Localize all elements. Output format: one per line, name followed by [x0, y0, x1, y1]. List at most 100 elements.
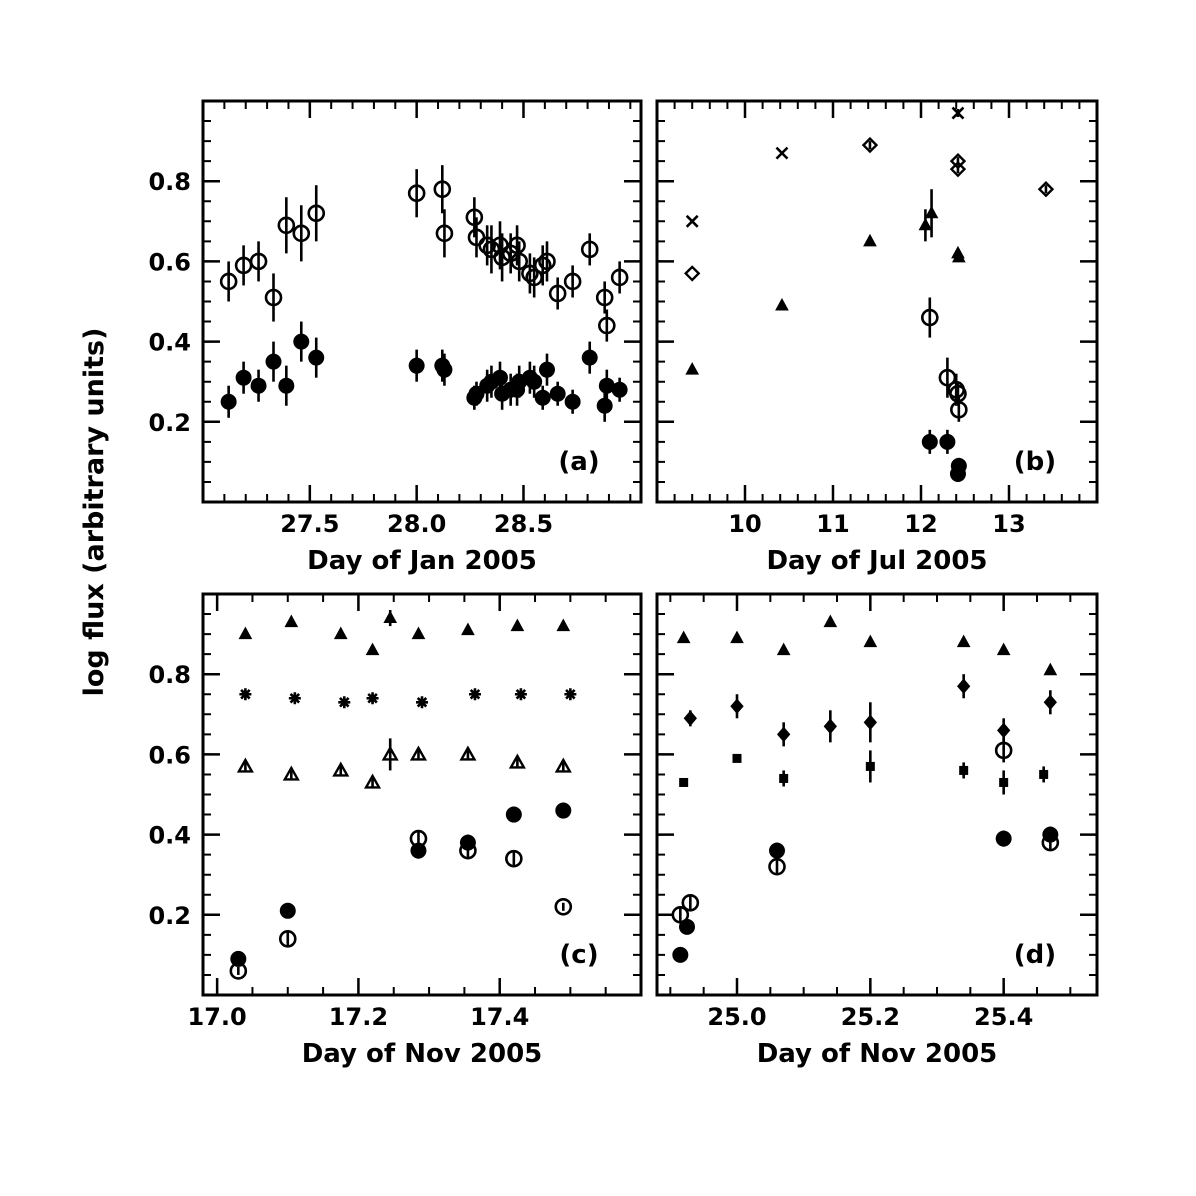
data-point: [534, 385, 551, 410]
data-point: [383, 610, 398, 627]
data-point: [332, 761, 350, 777]
open-circle-marker: [538, 252, 556, 271]
panel-label: (d): [1014, 940, 1056, 970]
filled-triangle-marker: [383, 610, 398, 624]
filled-triangle-marker: [676, 630, 691, 644]
data-point: [823, 614, 838, 628]
data-point: [863, 233, 877, 247]
open-circle-marker: [768, 857, 786, 876]
open-circle-marker: [219, 272, 238, 291]
data-point: [239, 688, 252, 701]
open-triangle-marker: [508, 753, 526, 769]
filled-circle-marker: [538, 361, 555, 378]
open-triangle-marker: [363, 773, 382, 789]
filled-diamond-marker: [823, 718, 837, 735]
x-tick-label: 17.2: [329, 1003, 388, 1031]
series-filled-square: [679, 750, 1049, 795]
x-tick-label: 28.0: [387, 510, 446, 538]
x-tick-label: 13: [992, 510, 1025, 538]
data-point: [459, 841, 477, 860]
data-point: [730, 630, 744, 644]
open-circle-marker: [533, 256, 552, 275]
filled-circle-marker: [549, 385, 566, 402]
y-tick-label: 0.2: [148, 902, 191, 930]
filled-triangle-marker: [951, 249, 966, 263]
panel-label: (c): [559, 940, 598, 970]
data-point: [250, 369, 267, 402]
data-point: [994, 738, 1013, 763]
filled-square-marker: [865, 761, 875, 771]
star-marker: [416, 696, 428, 709]
data-point: [924, 189, 939, 238]
open-circle-marker: [292, 224, 311, 243]
series-open-circle: [219, 165, 629, 342]
filled-circle-marker: [995, 830, 1012, 847]
data-point: [949, 160, 967, 178]
data-point: [236, 757, 254, 773]
filled-circle-marker: [526, 373, 543, 390]
data-point: [416, 696, 428, 709]
open-circle-marker: [994, 741, 1013, 760]
filled-triangle-marker: [823, 614, 838, 628]
open-circle-marker: [465, 208, 484, 227]
open-circle-marker: [409, 829, 428, 848]
open-circle-marker: [433, 180, 452, 199]
panel-label: (a): [558, 447, 599, 477]
y-tick-label: 0.8: [148, 661, 191, 689]
filled-triangle-marker: [333, 626, 348, 640]
filled-square-marker: [999, 777, 1009, 787]
data-point: [235, 361, 252, 394]
filled-circle-marker: [408, 357, 425, 374]
x-tick-label: 11: [816, 510, 849, 538]
data-point: [510, 618, 525, 632]
filled-square-marker: [959, 765, 969, 775]
filled-circle-marker: [505, 806, 522, 823]
open-circle-marker: [264, 288, 283, 307]
data-point: [508, 753, 526, 769]
data-point: [950, 397, 968, 422]
filled-triangle-marker: [776, 642, 791, 656]
data-point: [433, 165, 452, 214]
filled-triangle-marker: [775, 297, 789, 311]
data-point: [230, 950, 247, 967]
filled-circle-marker: [564, 393, 581, 410]
open-circle-marker: [580, 240, 599, 259]
data-point: [581, 341, 598, 374]
filled-diamond-marker: [997, 722, 1011, 739]
filled-circle-marker: [250, 377, 267, 394]
filled-triangle-marker: [924, 205, 939, 219]
data-point: [1037, 181, 1055, 198]
open-circle-marker: [548, 284, 567, 303]
data-point: [671, 905, 690, 924]
series-filled-triangle: [676, 614, 1058, 676]
panels-group: 27.5 28.0 28.5 0.2 0.4 0.6 0.8 Day of Jan 2005 (…: [148, 99, 1099, 1069]
filled-circle-marker: [679, 918, 695, 935]
data-point: [554, 897, 573, 916]
data-point: [918, 209, 933, 242]
data-point: [564, 688, 577, 701]
panel-c: 17.0 17.2 17.4 0.2 0.4 0.6 0.8 Day of Nov 2005 (…: [148, 592, 643, 1069]
data-point: [555, 802, 572, 819]
x-axis-label: Day of Jul 2005: [766, 546, 987, 576]
filled-triangle-marker: [284, 614, 299, 628]
data-point: [959, 762, 969, 779]
filled-triangle-marker: [510, 618, 525, 632]
open-circle-marker: [610, 268, 629, 287]
x-tick-label: 25.2: [841, 1003, 900, 1031]
data-point: [554, 757, 572, 773]
filled-circle-marker: [534, 389, 551, 406]
filled-circle-marker: [611, 381, 628, 398]
open-circle-marker: [681, 893, 700, 912]
series-filled-circle: [220, 321, 628, 422]
series-filled-circle: [672, 826, 1059, 963]
x-axis-label: Day of Jan 2005: [307, 546, 537, 576]
data-point: [779, 770, 789, 787]
data-point: [1043, 690, 1057, 715]
filled-circle-marker: [921, 433, 938, 450]
filled-circle-marker: [949, 465, 966, 482]
data-point: [951, 106, 965, 120]
filled-circle-marker: [265, 353, 282, 370]
data-point: [1039, 766, 1049, 783]
